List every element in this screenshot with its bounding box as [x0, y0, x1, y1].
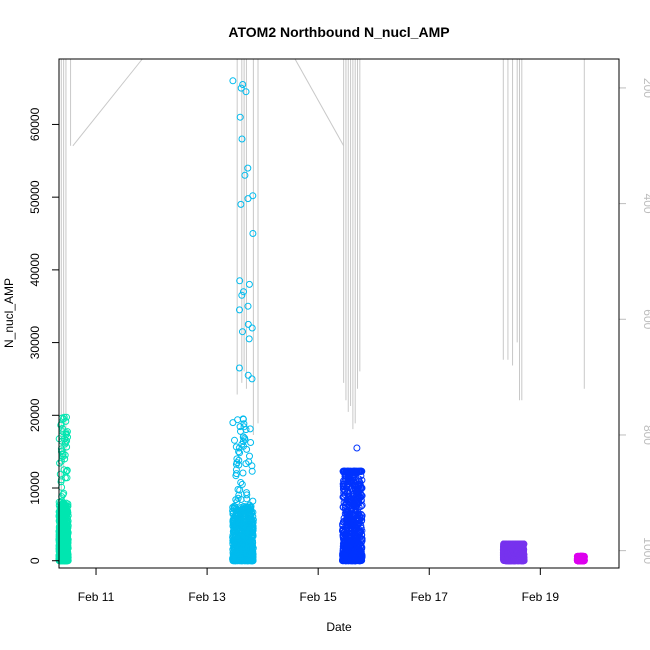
y-axis-label: N_nucl_AMP: [2, 278, 16, 348]
chart-title: ATOM2 Northbound N_nucl_AMP: [228, 24, 449, 40]
secondary-y-tick-label: 1000: [641, 537, 650, 564]
secondary-y-tick-label: 800: [641, 425, 650, 445]
y-tick-label: 30000: [28, 326, 42, 360]
y-tick-label: 60000: [28, 107, 42, 141]
x-tick-label: Feb 13: [188, 590, 226, 604]
y-tick-label: 40000: [28, 253, 42, 287]
x-axis-label: Date: [326, 620, 352, 634]
y-tick-label: 50000: [28, 180, 42, 214]
y-tick-label: 20000: [28, 398, 42, 432]
y-tick-label: 0: [28, 557, 42, 564]
x-tick-label: Feb 17: [411, 590, 449, 604]
y-tick-label: 10000: [28, 471, 42, 505]
secondary-y-tick-label: 200: [641, 78, 650, 98]
x-tick-label: Feb 19: [522, 590, 560, 604]
x-tick-label: Feb 11: [78, 590, 115, 604]
secondary-y-tick-label: 600: [641, 309, 650, 329]
secondary-y-tick-label: 400: [641, 194, 650, 214]
x-tick-label: Feb 15: [299, 590, 337, 604]
